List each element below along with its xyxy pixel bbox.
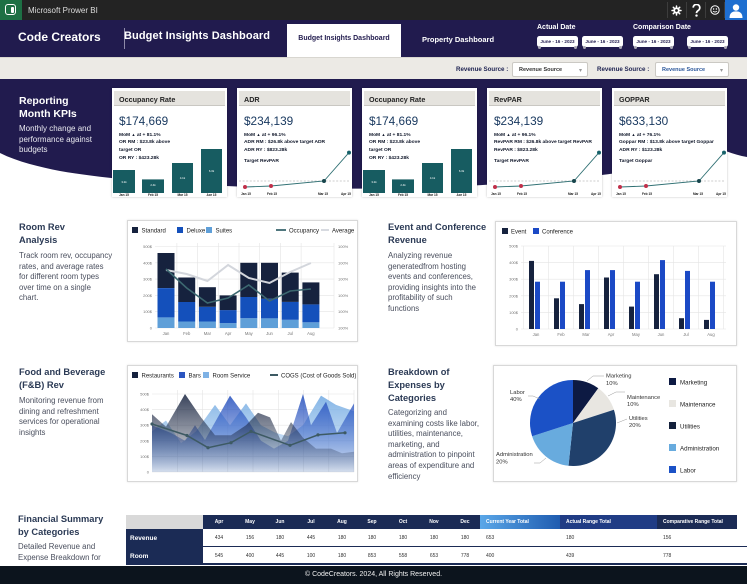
svg-text:COGS (Cost of Goods Sold): COGS (Cost of Goods Sold) <box>281 374 356 380</box>
svg-text:May: May <box>245 331 254 336</box>
svg-text:Mar 15: Mar 15 <box>427 193 437 196</box>
svg-text:Jun: Jun <box>658 332 665 337</box>
svg-text:10%: 10% <box>606 381 618 387</box>
svg-text:20%: 20% <box>496 460 508 466</box>
svg-text:Room Service: Room Service <box>213 374 251 380</box>
svg-text:Administration: Administration <box>680 446 720 453</box>
svg-text:Jun: Jun <box>266 331 273 336</box>
svg-text:3.2k: 3.2k <box>371 180 377 184</box>
svg-text:20%: 20% <box>629 423 641 429</box>
svg-text:Administration: Administration <box>496 452 533 458</box>
svg-text:Labor: Labor <box>680 468 696 475</box>
svg-text:400$: 400$ <box>509 260 519 265</box>
svg-text:3.2k: 3.2k <box>121 180 127 184</box>
svg-text:Jul: Jul <box>288 331 293 336</box>
svg-text:100%: 100% <box>338 277 349 282</box>
svg-text:Aug: Aug <box>307 331 315 336</box>
svg-text:500$: 500$ <box>509 244 519 249</box>
svg-text:Average: Average <box>332 229 355 235</box>
svg-text:200$: 200$ <box>140 438 150 443</box>
svg-text:Apr 15: Apr 15 <box>591 192 601 196</box>
svg-text:Mar 15: Mar 15 <box>318 192 328 196</box>
svg-text:Standard: Standard <box>142 229 166 235</box>
svg-text:Mar: Mar <box>204 331 212 336</box>
svg-text:500$: 500$ <box>140 392 150 397</box>
svg-text:400$: 400$ <box>143 260 153 265</box>
svg-text:300$: 300$ <box>143 277 153 282</box>
svg-text:Jan 15: Jan 15 <box>369 193 379 196</box>
svg-text:Bars: Bars <box>189 374 201 380</box>
svg-text:Mar 15: Mar 15 <box>693 192 703 196</box>
svg-text:40%: 40% <box>510 397 522 403</box>
svg-text:6.3k: 6.3k <box>459 169 465 173</box>
svg-text:Conference: Conference <box>542 230 574 236</box>
svg-text:0: 0 <box>516 327 519 332</box>
svg-text:2.4k: 2.4k <box>150 183 156 187</box>
svg-text:Event: Event <box>511 230 527 236</box>
svg-text:100%: 100% <box>338 260 349 265</box>
svg-text:500$: 500$ <box>143 244 153 249</box>
svg-text:400$: 400$ <box>140 407 150 412</box>
svg-text:Feb 15: Feb 15 <box>517 192 527 196</box>
svg-text:Jan: Jan <box>163 331 170 336</box>
svg-text:Jan 15: Jan 15 <box>616 192 626 196</box>
svg-text:Mar 15: Mar 15 <box>177 193 187 196</box>
svg-text:4.1k: 4.1k <box>430 176 436 180</box>
svg-text:May: May <box>632 332 641 337</box>
svg-text:100$: 100$ <box>143 309 153 314</box>
svg-text:Feb 15: Feb 15 <box>642 192 652 196</box>
svg-text:Feb 15: Feb 15 <box>398 193 408 196</box>
svg-text:Feb: Feb <box>183 331 191 336</box>
svg-text:Apr 15: Apr 15 <box>716 192 726 196</box>
svg-text:Apr: Apr <box>608 332 615 337</box>
svg-text:Occupancy: Occupancy <box>289 229 319 235</box>
svg-text:Apr: Apr <box>225 331 232 336</box>
svg-text:Labor: Labor <box>510 390 525 396</box>
svg-text:200$: 200$ <box>509 293 519 298</box>
svg-text:300$: 300$ <box>140 423 150 428</box>
svg-text:Mar: Mar <box>582 332 590 337</box>
svg-text:Aug: Aug <box>707 332 715 337</box>
svg-text:Utilities: Utilities <box>680 424 700 431</box>
svg-text:6.3k: 6.3k <box>209 169 215 173</box>
svg-text:Jan: Jan <box>533 332 540 337</box>
svg-text:Apr 15: Apr 15 <box>207 193 217 196</box>
svg-text:10%: 10% <box>627 402 639 408</box>
svg-text:Apr 15: Apr 15 <box>457 193 467 196</box>
svg-text:Suites: Suites <box>216 229 233 235</box>
svg-text:Maintenance: Maintenance <box>627 395 660 401</box>
svg-text:Feb 15: Feb 15 <box>148 193 158 196</box>
svg-text:Marketing: Marketing <box>680 380 708 387</box>
svg-text:Jan 15: Jan 15 <box>241 192 251 196</box>
svg-text:200$: 200$ <box>143 293 153 298</box>
svg-text:100$: 100$ <box>509 310 519 315</box>
svg-text:100%: 100% <box>338 244 349 249</box>
svg-text:Restaurants: Restaurants <box>142 374 174 380</box>
svg-text:Jan 15: Jan 15 <box>119 193 129 196</box>
svg-text:100%: 100% <box>338 309 349 314</box>
svg-text:Apr 15: Apr 15 <box>341 192 351 196</box>
svg-text:100%: 100% <box>338 293 349 298</box>
svg-text:Jan 15: Jan 15 <box>491 192 501 196</box>
svg-text:Mar 15: Mar 15 <box>568 192 578 196</box>
svg-text:Feb 15: Feb 15 <box>267 192 277 196</box>
svg-text:100%: 100% <box>338 326 349 331</box>
svg-text:Maintenance: Maintenance <box>680 402 716 409</box>
svg-text:4.1k: 4.1k <box>180 176 186 180</box>
svg-text:Feb: Feb <box>557 332 565 337</box>
svg-text:Utilities: Utilities <box>629 416 648 422</box>
svg-text:Marketing: Marketing <box>606 374 631 380</box>
svg-text:100$: 100$ <box>140 454 150 459</box>
svg-text:0: 0 <box>147 470 150 475</box>
svg-text:0: 0 <box>150 326 153 331</box>
svg-text:2.4k: 2.4k <box>400 183 406 187</box>
svg-text:Jul: Jul <box>683 332 688 337</box>
svg-text:Deluxe: Deluxe <box>187 229 206 235</box>
svg-text:300$: 300$ <box>509 277 519 282</box>
